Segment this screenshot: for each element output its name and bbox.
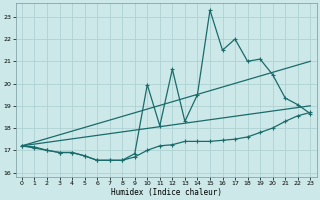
X-axis label: Humidex (Indice chaleur): Humidex (Indice chaleur) xyxy=(111,188,221,197)
